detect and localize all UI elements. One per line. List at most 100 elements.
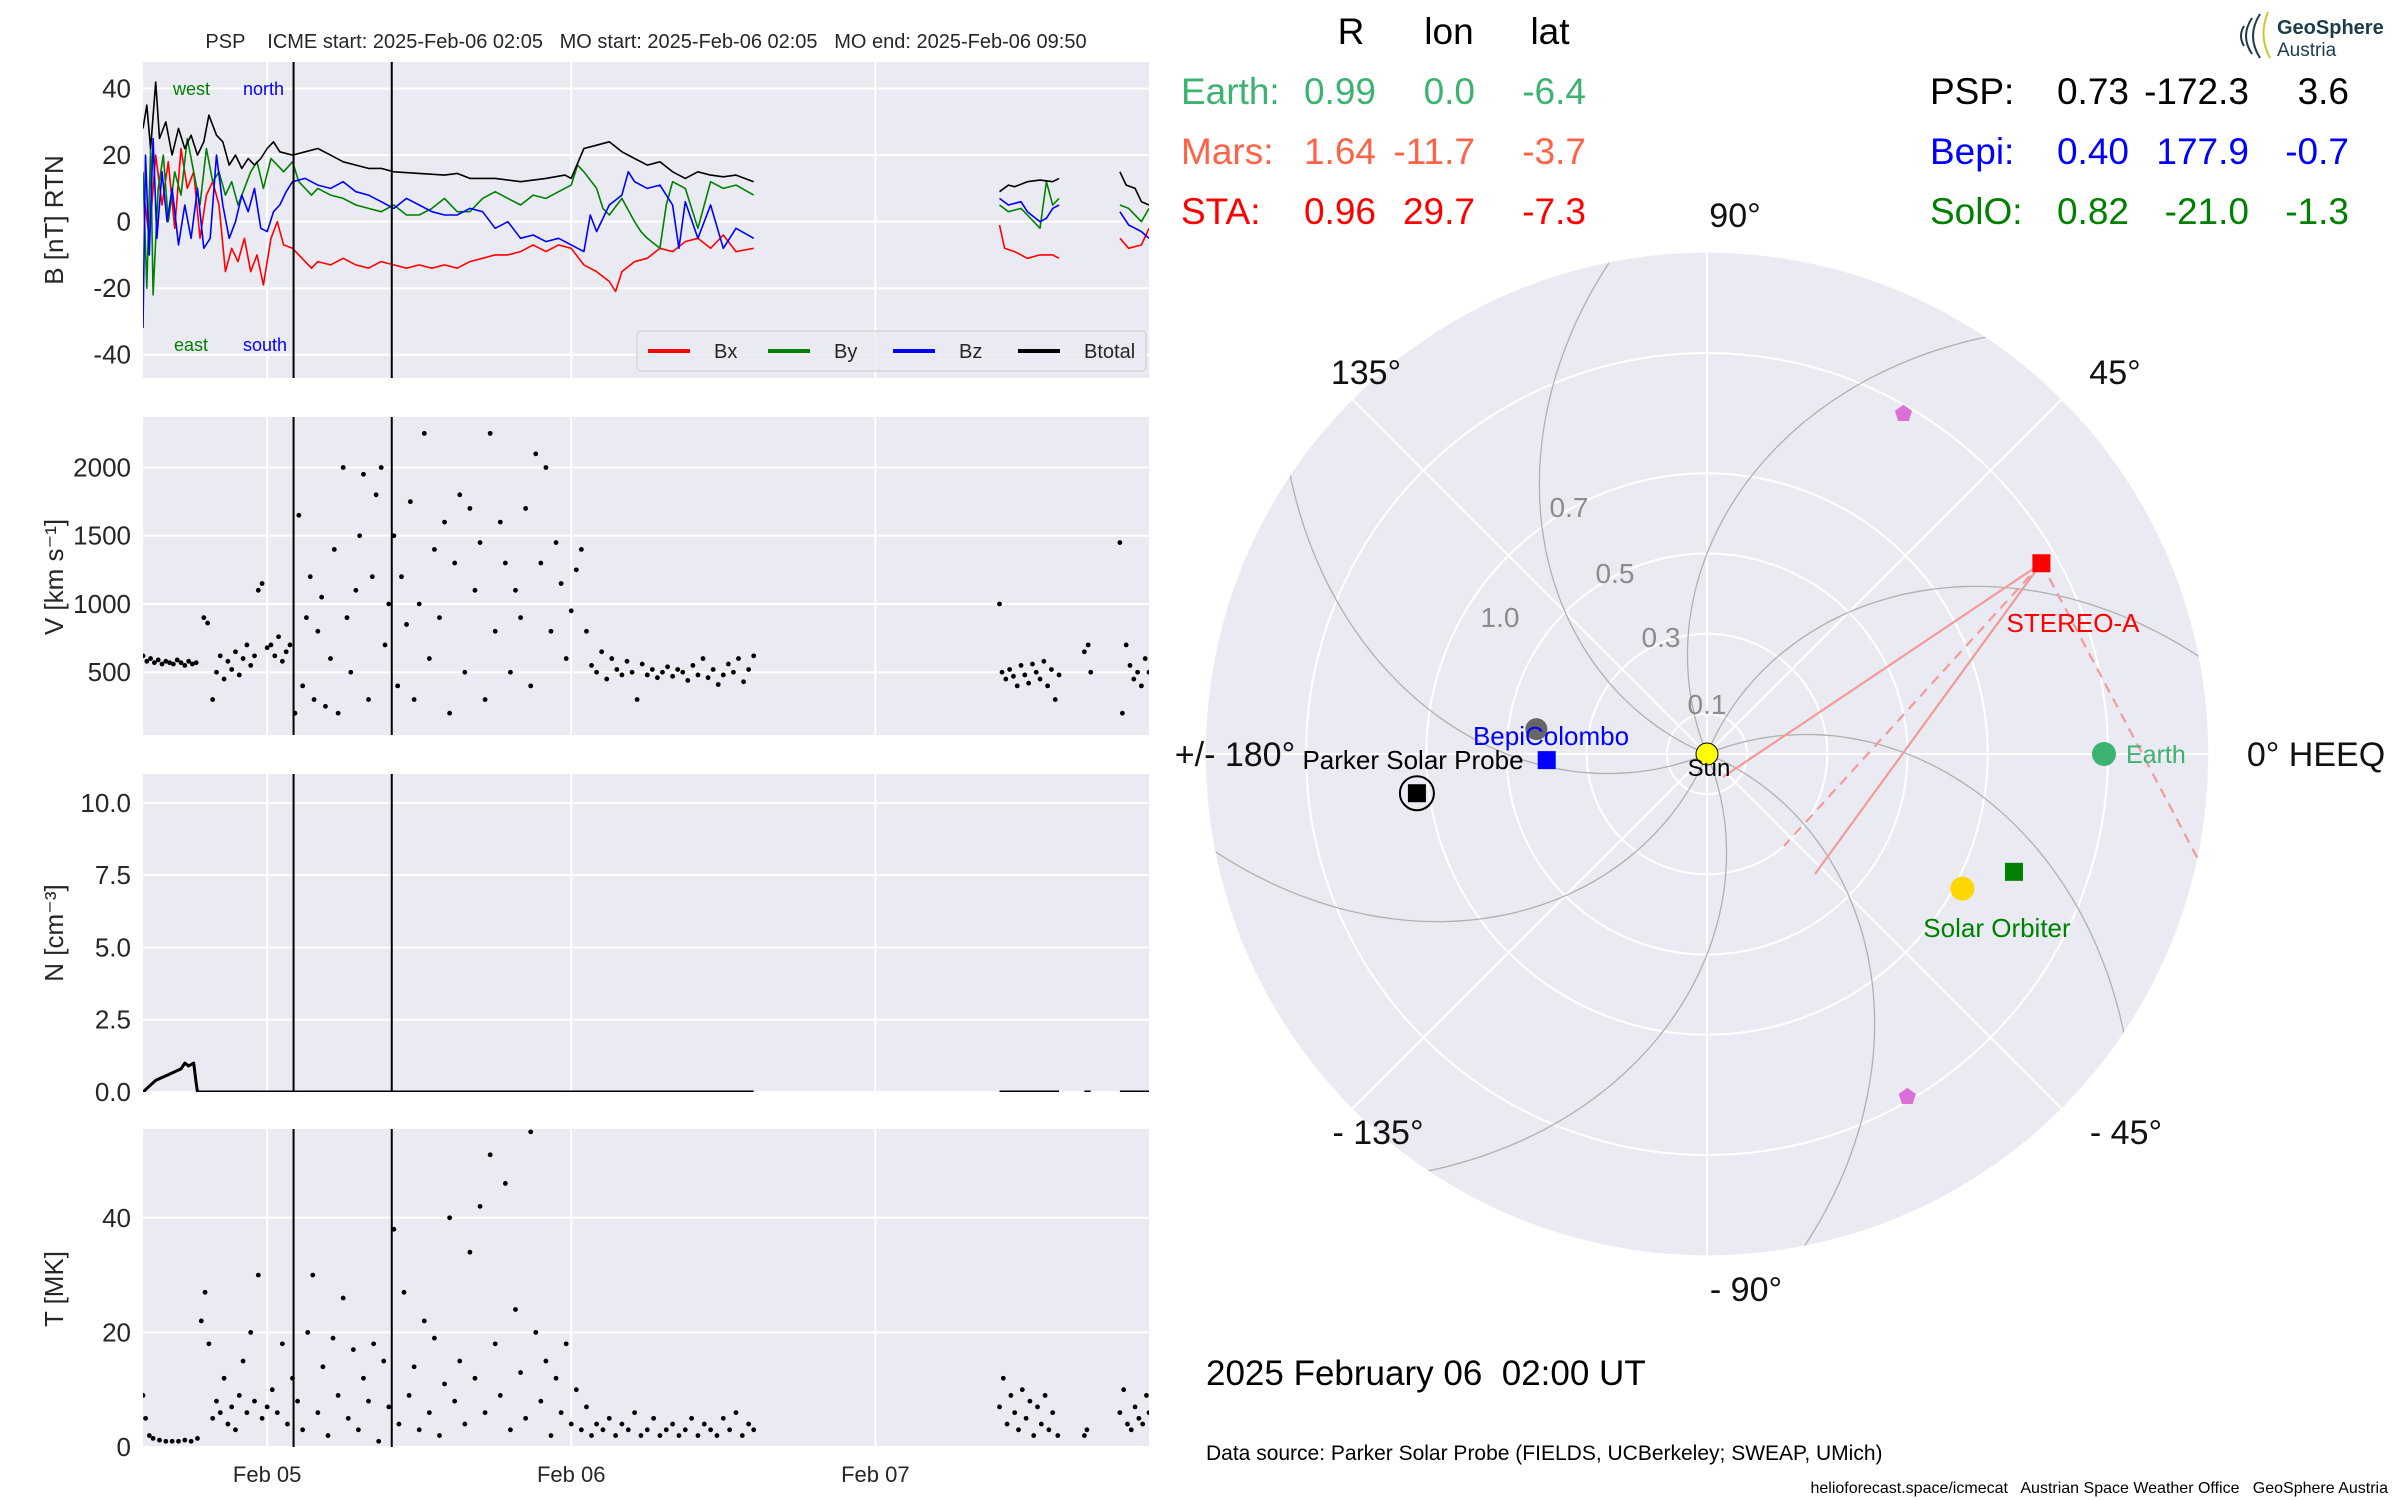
data-point-T — [345, 1415, 351, 1421]
stereo-a-field-line — [1722, 562, 2043, 778]
data-point-V — [182, 662, 188, 668]
data-point-V — [705, 675, 711, 681]
data-point-T — [1012, 1410, 1018, 1416]
data-point-T — [432, 1335, 437, 1341]
data-point-V — [155, 657, 161, 663]
ring-label-1.0: 1.0 — [1481, 602, 1520, 633]
series-By — [143, 137, 1149, 296]
data-point-T — [619, 1421, 625, 1427]
data-point-V — [386, 601, 392, 607]
data-point-V — [639, 661, 645, 667]
data-point-T — [1008, 1393, 1014, 1398]
data-point-T — [689, 1415, 695, 1421]
data-point-V — [259, 581, 265, 586]
data-point-T — [163, 1438, 169, 1444]
data-point-V — [323, 703, 328, 709]
data-point-T — [442, 1381, 447, 1387]
data-point-V — [1123, 642, 1129, 648]
xtick-label: Feb 06 — [537, 1462, 606, 1487]
data-point-T — [244, 1410, 250, 1416]
solar-orbiter-marker — [2004, 862, 2023, 881]
data-point-T — [340, 1295, 346, 1301]
data-point-V — [159, 661, 165, 667]
data-point-T — [214, 1398, 219, 1404]
data-point-V — [1026, 680, 1032, 686]
data-point-V — [236, 672, 242, 678]
data-point-T — [386, 1404, 392, 1410]
data-point-V — [143, 653, 146, 659]
data-point-T — [523, 1415, 529, 1421]
data-point-V — [518, 615, 523, 621]
polar-spoke — [1351, 753, 1708, 1110]
data-point-V — [751, 653, 757, 659]
ylabel-t: T [MK] — [39, 1251, 69, 1327]
parker-spiral-line — [1714, 756, 1876, 1255]
data-point-T — [143, 1415, 148, 1421]
data-point-V — [357, 533, 363, 539]
ytick-label: 0 — [117, 1432, 131, 1462]
panel-V: 500 1000 1500 2000 — [73, 417, 1149, 735]
data-point-T — [457, 1358, 463, 1364]
data-source: Data source: Parker Solar Probe (FIELDS,… — [1206, 1442, 1883, 1465]
data-point-T — [146, 1433, 152, 1438]
ytick-label: 1500 — [73, 521, 131, 551]
data-point-T — [482, 1410, 488, 1416]
data-point-V — [335, 710, 341, 716]
data-point-V — [300, 683, 306, 689]
data-point-V — [644, 672, 650, 678]
ring-label-0.3: 0.3 — [1642, 622, 1681, 653]
ytick-label: 7.5 — [95, 860, 131, 890]
data-point-V — [304, 615, 309, 621]
data-point-T — [727, 1427, 733, 1433]
data-point-V — [248, 662, 254, 668]
data-point-V — [1142, 656, 1148, 661]
data-point-V — [315, 628, 321, 634]
data-point-T — [462, 1421, 468, 1427]
data-point-V — [186, 658, 192, 664]
data-point-T — [1031, 1433, 1037, 1438]
data-point-T — [584, 1404, 589, 1410]
table-row-right-name: PSP: — [1930, 71, 2014, 112]
venus-marker — [1950, 876, 1975, 901]
data-point-V — [340, 465, 346, 470]
data-point-V — [361, 471, 366, 477]
data-point-T — [1132, 1404, 1138, 1410]
table-cell-R: 0.99 — [1304, 71, 1376, 112]
logo-mark-icon — [2240, 11, 2271, 59]
data-point-V — [1030, 661, 1035, 667]
table-row-right-name: Bepi: — [1930, 131, 2014, 172]
data-point-V — [497, 519, 503, 525]
data-point-V — [609, 656, 615, 661]
parker-spiral-line — [1206, 761, 1705, 923]
data-point-T — [578, 1427, 584, 1433]
angle-label-0: 0° HEEQ — [2247, 736, 2385, 774]
data-point-T — [589, 1433, 594, 1438]
data-point-T — [396, 1421, 402, 1427]
data-point-T — [300, 1427, 306, 1433]
data-point-T — [1136, 1415, 1142, 1421]
angle-label-45: 45° — [2089, 354, 2140, 392]
data-point-T — [502, 1181, 508, 1186]
panel-data — [143, 430, 1149, 716]
data-point-T — [225, 1421, 231, 1427]
data-point-V — [543, 465, 549, 470]
data-point-T — [279, 1341, 285, 1347]
data-point-T — [497, 1393, 503, 1398]
data-point-V — [589, 662, 594, 668]
ytick-label: 10.0 — [80, 788, 131, 818]
data-point-T — [1084, 1427, 1090, 1433]
data-point-V — [426, 656, 432, 661]
bepicolombo-label: BepiColombo — [1473, 721, 1629, 751]
data-point-T — [217, 1410, 223, 1416]
series-Btotal — [143, 81, 1149, 206]
data-point-T — [638, 1433, 644, 1438]
panel-data — [143, 1061, 1149, 1092]
panel-B: -40 -20 0 20 40 — [93, 62, 1149, 378]
table-cell-lon: -172.3 — [2144, 71, 2249, 112]
data-point-T — [1144, 1393, 1149, 1398]
ytick-label: -40 — [93, 340, 131, 370]
data-point-V — [1033, 669, 1039, 675]
data-point-V — [407, 499, 413, 505]
data-point-T — [563, 1341, 569, 1347]
